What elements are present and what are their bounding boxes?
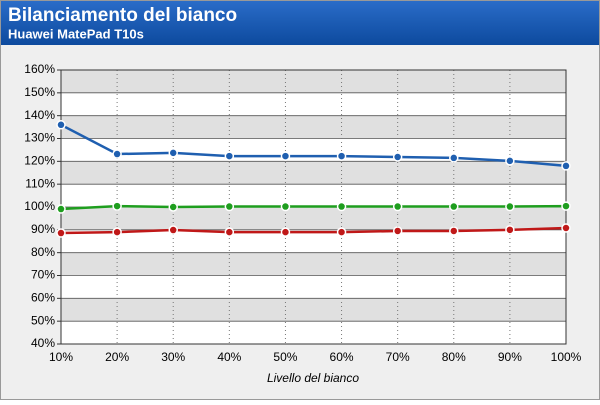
data-point	[561, 201, 571, 211]
data-point	[449, 226, 459, 236]
data-point	[280, 201, 291, 212]
data-point	[449, 153, 459, 163]
data-point	[392, 226, 403, 236]
x-tick-label: 60%	[330, 350, 354, 364]
header	[1, 1, 599, 45]
data-point	[168, 202, 178, 212]
y-tick-label: 100%	[24, 199, 55, 213]
band	[61, 115, 566, 139]
x-tick-label: 100%	[551, 350, 582, 364]
data-point	[505, 201, 515, 212]
y-tick-label: 110%	[25, 176, 55, 190]
data-point	[505, 225, 515, 235]
data-point	[168, 148, 178, 158]
data-point	[224, 151, 235, 161]
data-point	[561, 161, 571, 171]
data-point	[112, 149, 122, 159]
data-point	[224, 227, 235, 237]
x-tick-label: 30%	[161, 350, 185, 364]
x-tick-label: 10%	[49, 350, 73, 364]
data-point	[449, 201, 459, 212]
data-point	[112, 201, 122, 211]
series-line	[60, 226, 567, 235]
y-tick-label: 140%	[24, 108, 55, 122]
y-tick-label: 120%	[24, 154, 55, 168]
data-point	[56, 204, 66, 214]
data-point	[505, 156, 515, 166]
chart-subtitle: Huawei MatePad T10s	[8, 26, 144, 41]
series-line	[60, 204, 567, 211]
data-point	[336, 151, 347, 161]
data-point	[336, 201, 347, 212]
data-point	[336, 227, 347, 237]
y-tick-label: 40%	[31, 336, 55, 350]
y-tick-label: 160%	[24, 62, 55, 76]
series-line	[60, 123, 567, 168]
data-point	[112, 227, 122, 237]
x-axis-label: Livello del bianco	[267, 371, 359, 385]
x-tick-label: 80%	[442, 350, 466, 364]
band	[61, 161, 566, 185]
data-point	[280, 227, 291, 237]
x-tick-label: 40%	[217, 350, 241, 364]
data-point	[561, 223, 571, 233]
data-point	[56, 120, 66, 130]
x-tick-label: 20%	[105, 350, 129, 364]
y-tick-label: 150%	[24, 85, 55, 99]
data-point	[168, 225, 178, 235]
x-tick-label: 90%	[498, 350, 522, 364]
band	[61, 252, 566, 276]
chart-title: Bilanciamento del bianco	[8, 5, 237, 26]
data-point	[392, 201, 403, 212]
data-point	[392, 152, 403, 162]
band	[61, 298, 566, 322]
y-tick-label: 50%	[31, 313, 55, 327]
band	[61, 70, 566, 93]
data-point	[56, 228, 66, 238]
data-point	[224, 201, 235, 212]
x-tick-label: 50%	[273, 350, 297, 364]
data-point	[280, 151, 291, 161]
band	[61, 207, 566, 230]
y-tick-label: 80%	[31, 245, 55, 259]
y-tick-label: 70%	[31, 268, 55, 282]
y-tick-label: 130%	[24, 131, 55, 145]
y-tick-label: 60%	[31, 291, 55, 305]
x-tick-label: 70%	[386, 350, 410, 364]
y-tick-label: 90%	[31, 222, 55, 236]
